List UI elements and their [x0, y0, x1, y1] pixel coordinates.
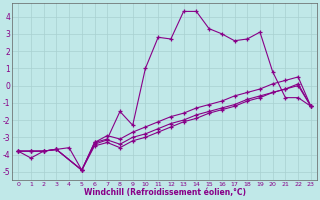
X-axis label: Windchill (Refroidissement éolien,°C): Windchill (Refroidissement éolien,°C) [84, 188, 245, 197]
